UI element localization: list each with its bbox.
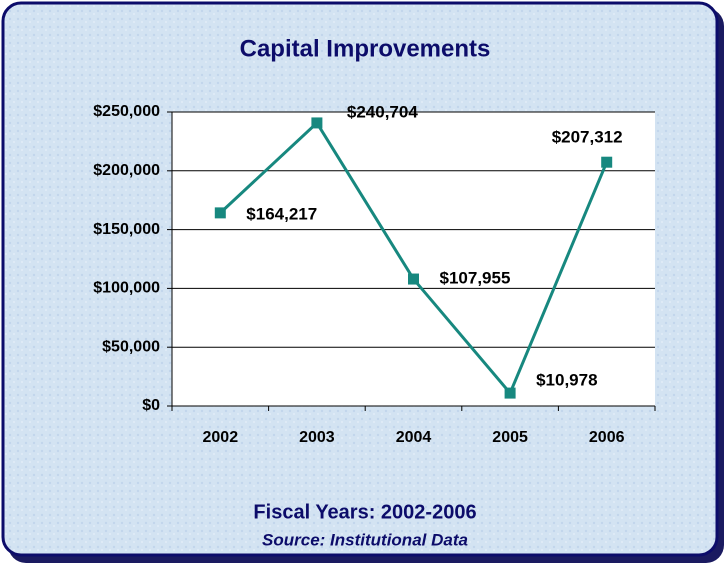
data-label: $240,704 — [347, 102, 418, 121]
data-label: $107,955 — [440, 269, 511, 288]
y-tick-label: $0 — [142, 397, 160, 414]
plot-area — [172, 112, 655, 406]
point-marker — [504, 387, 516, 399]
point-marker — [601, 156, 613, 168]
x-axis-label: Fiscal Years: 2002-2006 — [253, 501, 476, 523]
point-marker — [408, 273, 419, 285]
x-tick-label: 2003 — [299, 429, 335, 446]
chart-title: Capital Improvements — [240, 35, 491, 62]
y-tick-label: $250,000 — [93, 103, 160, 120]
y-tick-label: $100,000 — [93, 280, 160, 297]
x-tick-label: 2002 — [203, 429, 239, 446]
x-tick-label: 2006 — [589, 429, 625, 446]
point-marker — [311, 117, 323, 129]
y-tick-label: $200,000 — [93, 162, 160, 179]
data-label: $207,312 — [552, 128, 623, 147]
point-marker — [214, 207, 226, 219]
y-tick-label: $50,000 — [102, 338, 160, 355]
x-tick-label: 2005 — [492, 429, 528, 446]
y-tick-label: $150,000 — [93, 221, 160, 238]
data-label: $10,978 — [536, 371, 597, 390]
data-label: $164,217 — [246, 204, 317, 223]
x-tick-label: 2004 — [396, 429, 432, 446]
source-note: Source: Institutional Data — [262, 530, 468, 549]
